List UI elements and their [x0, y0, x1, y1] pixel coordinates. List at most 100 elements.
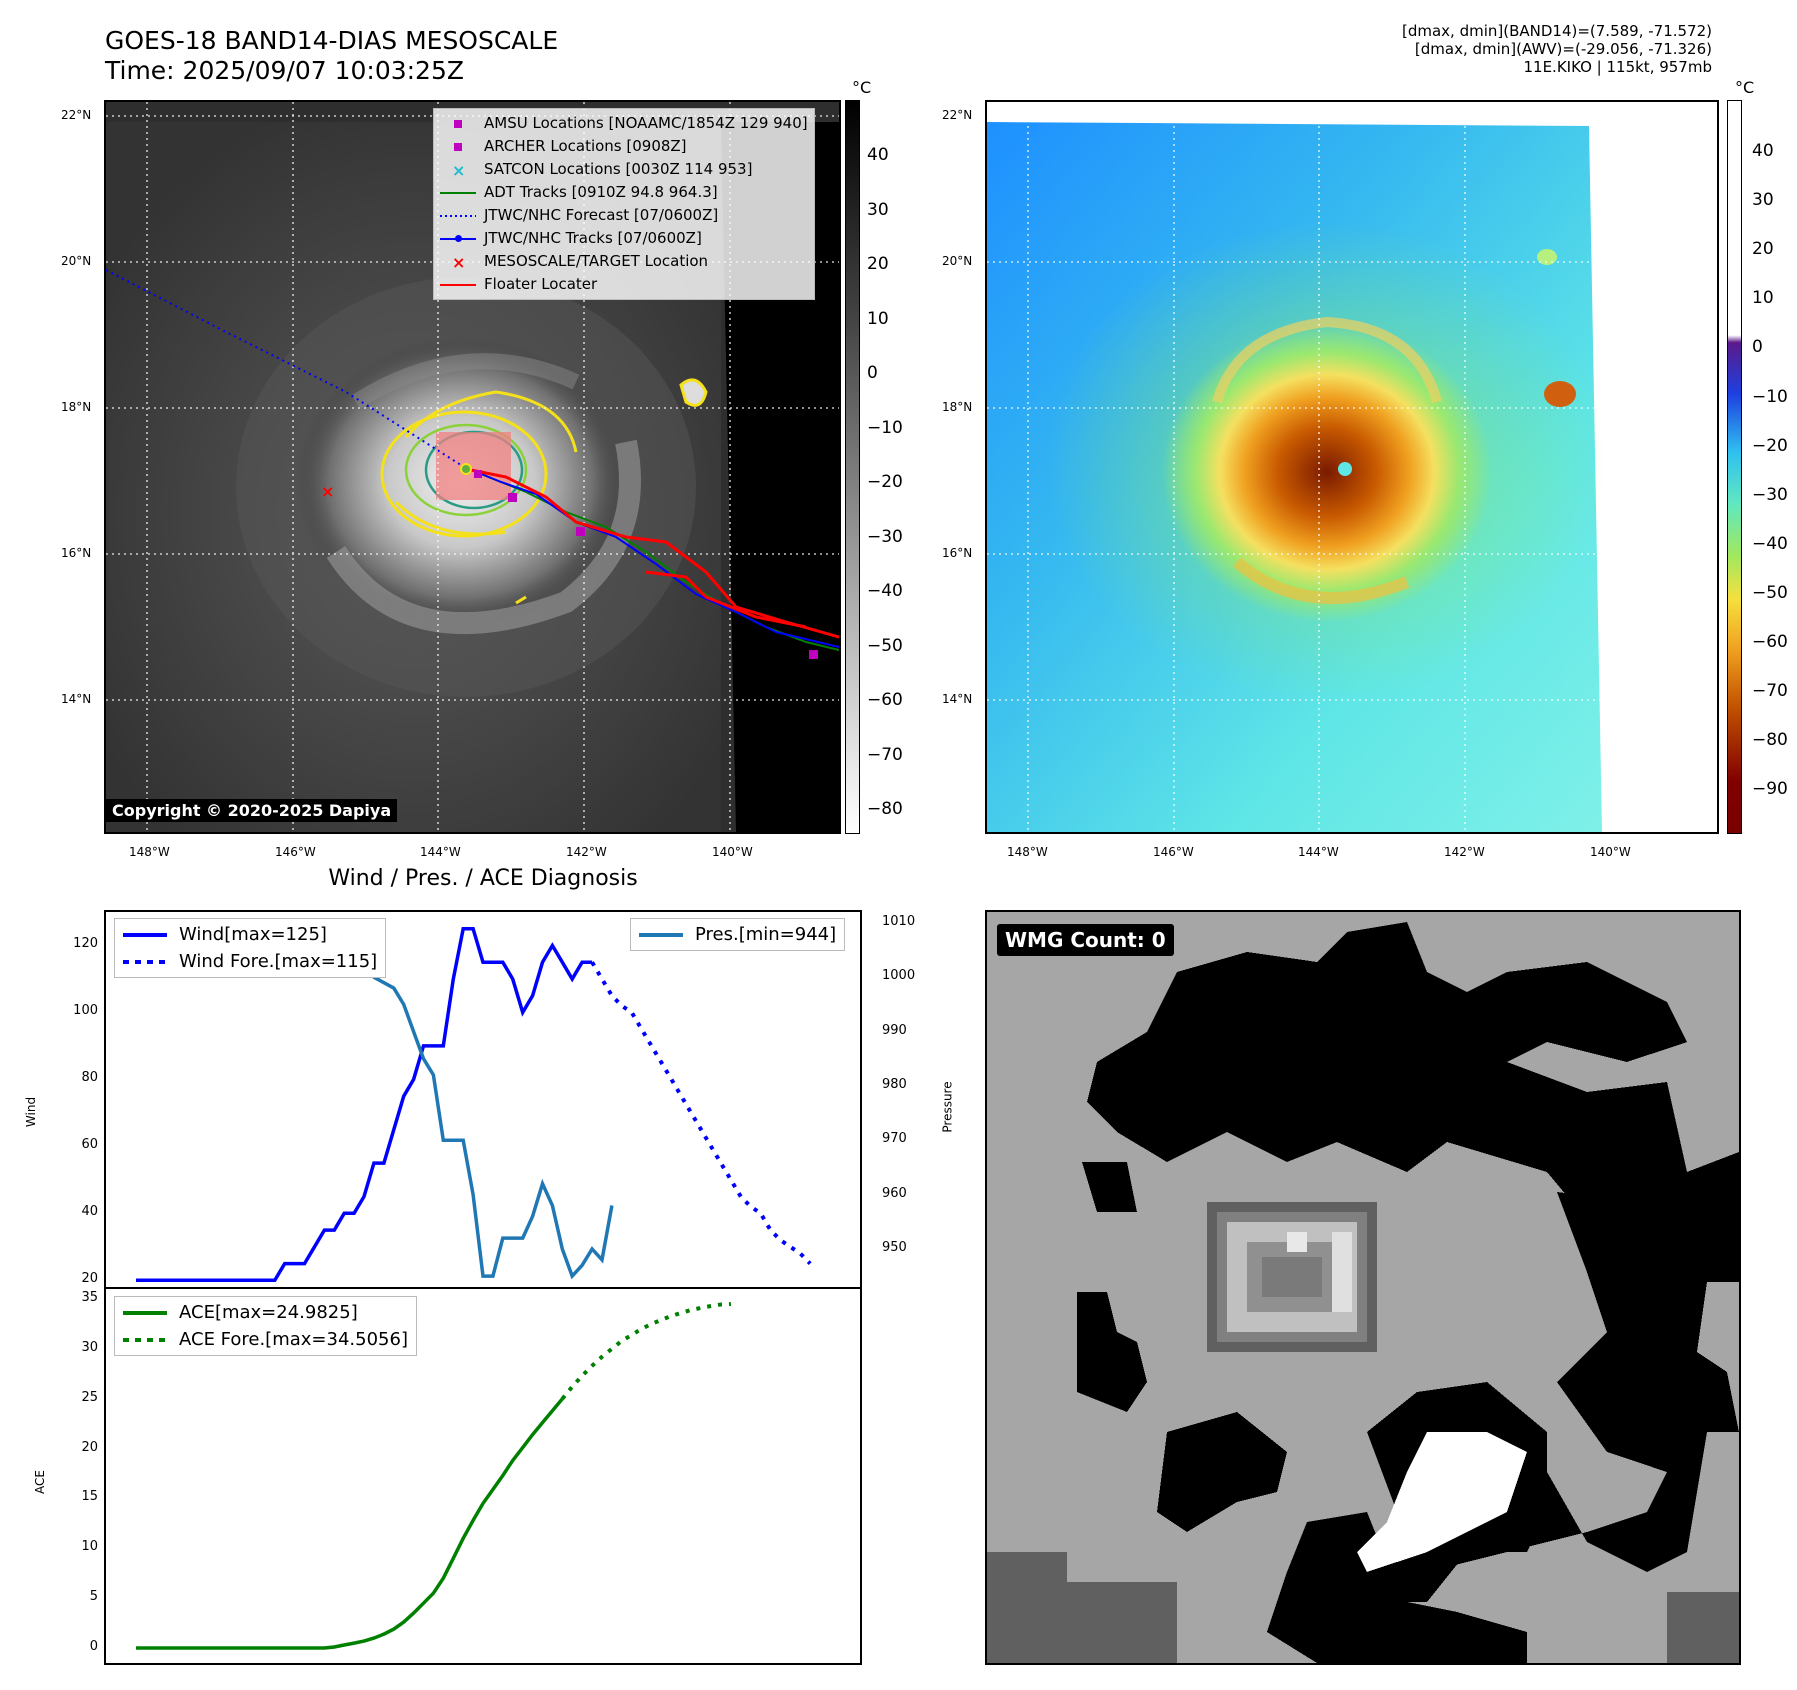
- axis-tick-label: 15: [81, 1489, 98, 1505]
- axis-tick-label: 120: [73, 936, 98, 952]
- colorbar-tick-label: −10: [867, 417, 903, 438]
- map-legend-label: MESOSCALE/TARGET Location: [484, 252, 709, 270]
- series-line: [590, 961, 812, 1266]
- colorbar-tick-label: −80: [1752, 730, 1788, 751]
- ir-map-panel: × Copyright © 2020-2025 Dapiya AMSU Loca…: [104, 100, 841, 834]
- colorbar-tick-label: 30: [1752, 190, 1774, 211]
- lat-label: 14°N: [942, 692, 973, 706]
- pressure-legend: Pres.[min=944]: [630, 918, 846, 951]
- map-legend-symbol: [440, 277, 476, 293]
- lon-label: 148°W: [129, 845, 170, 859]
- colorbar-tick-label: 20: [867, 254, 889, 274]
- wv-colorbar: [1727, 100, 1742, 834]
- axis-tick-label: 20: [81, 1271, 98, 1287]
- map-legend-entry: Floater Locater: [440, 273, 808, 296]
- colorbar-tick-label: 10: [1752, 288, 1774, 309]
- axis-tick-label: 950: [882, 1239, 907, 1255]
- axis-tick-label: 35: [81, 1289, 98, 1305]
- wmg-count-label: WMG Count: 0: [997, 924, 1174, 956]
- info-awv: [dmax, dmin](AWV)=(-29.056, -71.326): [1414, 40, 1712, 58]
- legend-label: ACE[max=24.9825]: [179, 1302, 358, 1323]
- map-legend-label: AMSU Locations [NOAAMC/1854Z 129 940]: [484, 114, 808, 132]
- ace-chart: [136, 1302, 731, 1650]
- colorbar-tick-label: −40: [1752, 533, 1788, 554]
- lat-label: 14°N: [61, 692, 92, 706]
- colorbar-tick-label: −20: [1752, 435, 1788, 456]
- ace-axis-label: ACE: [32, 1470, 47, 1494]
- axis-tick-label: 1010: [882, 913, 916, 929]
- lon-label: 146°W: [275, 845, 316, 859]
- map-legend-entry: × MESOSCALE/TARGET Location: [440, 250, 808, 273]
- colorbar-tick-label: 10: [867, 308, 889, 329]
- map-legend-label: Floater Locater: [484, 275, 598, 293]
- wind-legend: Wind[max=125] Wind Fore.[max=115]: [114, 918, 387, 978]
- ace-legend: ACE[max=24.9825] ACE Fore.[max=34.5056]: [114, 1296, 417, 1356]
- ir-colorbar-unit: °C: [852, 78, 872, 97]
- map-legend-label: ADT Tracks [0910Z 94.8 964.3]: [484, 183, 718, 201]
- map-legend-entry: JTWC/NHC Forecast [07/0600Z]: [440, 204, 808, 227]
- series-line: [560, 1302, 731, 1401]
- colorbar-tick-label: −60: [867, 690, 903, 710]
- wv-map-image: [987, 102, 1717, 832]
- legend-entry: Wind[max=125]: [123, 921, 377, 948]
- colorbar-tick-label: −10: [1752, 386, 1788, 407]
- lon-label: 142°W: [1444, 845, 1485, 859]
- colorbar-tick-label: 20: [1752, 239, 1774, 260]
- colorbar-tick-label: 40: [1752, 141, 1774, 161]
- lon-label: 144°W: [1298, 845, 1339, 859]
- axis-tick-label: 990: [882, 1022, 907, 1038]
- map-legend-label: SATCON Locations [0030Z 114 953]: [484, 160, 753, 178]
- lon-label: 146°W: [1153, 845, 1194, 859]
- colorbar-tick-label: −70: [867, 744, 903, 765]
- wv-map-panel: [985, 100, 1719, 834]
- figure-title: GOES-18 BAND14-DIAS MESOSCALE Time: 2025…: [105, 26, 558, 86]
- title-line-time: Time: 2025/09/07 10:03:25Z: [105, 56, 464, 85]
- legend-swatch: [123, 932, 167, 937]
- map-legend-label: JTWC/NHC Tracks [07/0600Z]: [484, 229, 702, 247]
- series-line: [136, 1397, 564, 1650]
- legend-entry: ACE[max=24.9825]: [123, 1299, 408, 1326]
- pressure-axis-label: Pressure: [940, 1081, 955, 1133]
- copyright-label: Copyright © 2020-2025 Dapiya: [106, 799, 398, 822]
- lat-label: 18°N: [942, 400, 973, 414]
- colorbar-tick-label: −30: [867, 526, 903, 547]
- map-legend-entry: AMSU Locations [NOAAMC/1854Z 129 940]: [440, 112, 808, 135]
- colorbar-tick-label: −30: [1752, 484, 1788, 505]
- axis-tick-label: 20: [81, 1439, 98, 1455]
- map-legend: AMSU Locations [NOAAMC/1854Z 129 940] ARC…: [433, 108, 815, 300]
- map-legend-entry: × SATCON Locations [0030Z 114 953]: [440, 158, 808, 181]
- colorbar-tick-label: −70: [1752, 681, 1788, 702]
- colorbar-tick-label: −50: [1752, 582, 1788, 603]
- colorbar-tick-label: 0: [867, 363, 878, 383]
- legend-label: Pres.[min=944]: [695, 924, 837, 945]
- info-storm: 11E.KIKO | 115kt, 957mb: [1523, 58, 1712, 76]
- axis-tick-label: 0: [89, 1639, 98, 1655]
- series-line: [136, 926, 593, 1283]
- lat-label: 22°N: [61, 108, 92, 122]
- colorbar-tick-label: 30: [867, 199, 889, 220]
- axis-tick-label: 25: [81, 1389, 98, 1405]
- map-legend-label: ARCHER Locations [0908Z]: [484, 137, 687, 155]
- axis-tick-label: 30: [81, 1339, 98, 1355]
- map-legend-symbol: [440, 116, 476, 132]
- legend-label: Wind Fore.[max=115]: [179, 951, 378, 972]
- info-band14: [dmax, dmin](BAND14)=(7.589, -71.572): [1401, 22, 1712, 40]
- lon-label: 142°W: [566, 845, 607, 859]
- lat-label: 20°N: [942, 254, 973, 268]
- map-legend-symbol: ×: [452, 252, 466, 272]
- lon-label: 144°W: [420, 845, 461, 859]
- map-legend-entry: ARCHER Locations [0908Z]: [440, 135, 808, 158]
- colorbar-tick-label: −40: [867, 581, 903, 601]
- title-line-product: GOES-18 BAND14-DIAS MESOSCALE: [105, 26, 559, 55]
- legend-swatch: [123, 1337, 167, 1342]
- legend-swatch: [639, 932, 683, 937]
- wmg-panel: WMG Count: 0: [985, 910, 1741, 1665]
- lat-label: 16°N: [942, 546, 973, 560]
- axis-tick-label: 40: [81, 1204, 98, 1220]
- wind-axis-label: Wind: [24, 1096, 39, 1128]
- legend-label: Wind[max=125]: [179, 924, 327, 945]
- lat-label: 22°N: [942, 108, 973, 122]
- axis-tick-label: 960: [882, 1185, 907, 1201]
- lat-label: 18°N: [61, 400, 92, 414]
- svg-text:×: ×: [321, 482, 334, 501]
